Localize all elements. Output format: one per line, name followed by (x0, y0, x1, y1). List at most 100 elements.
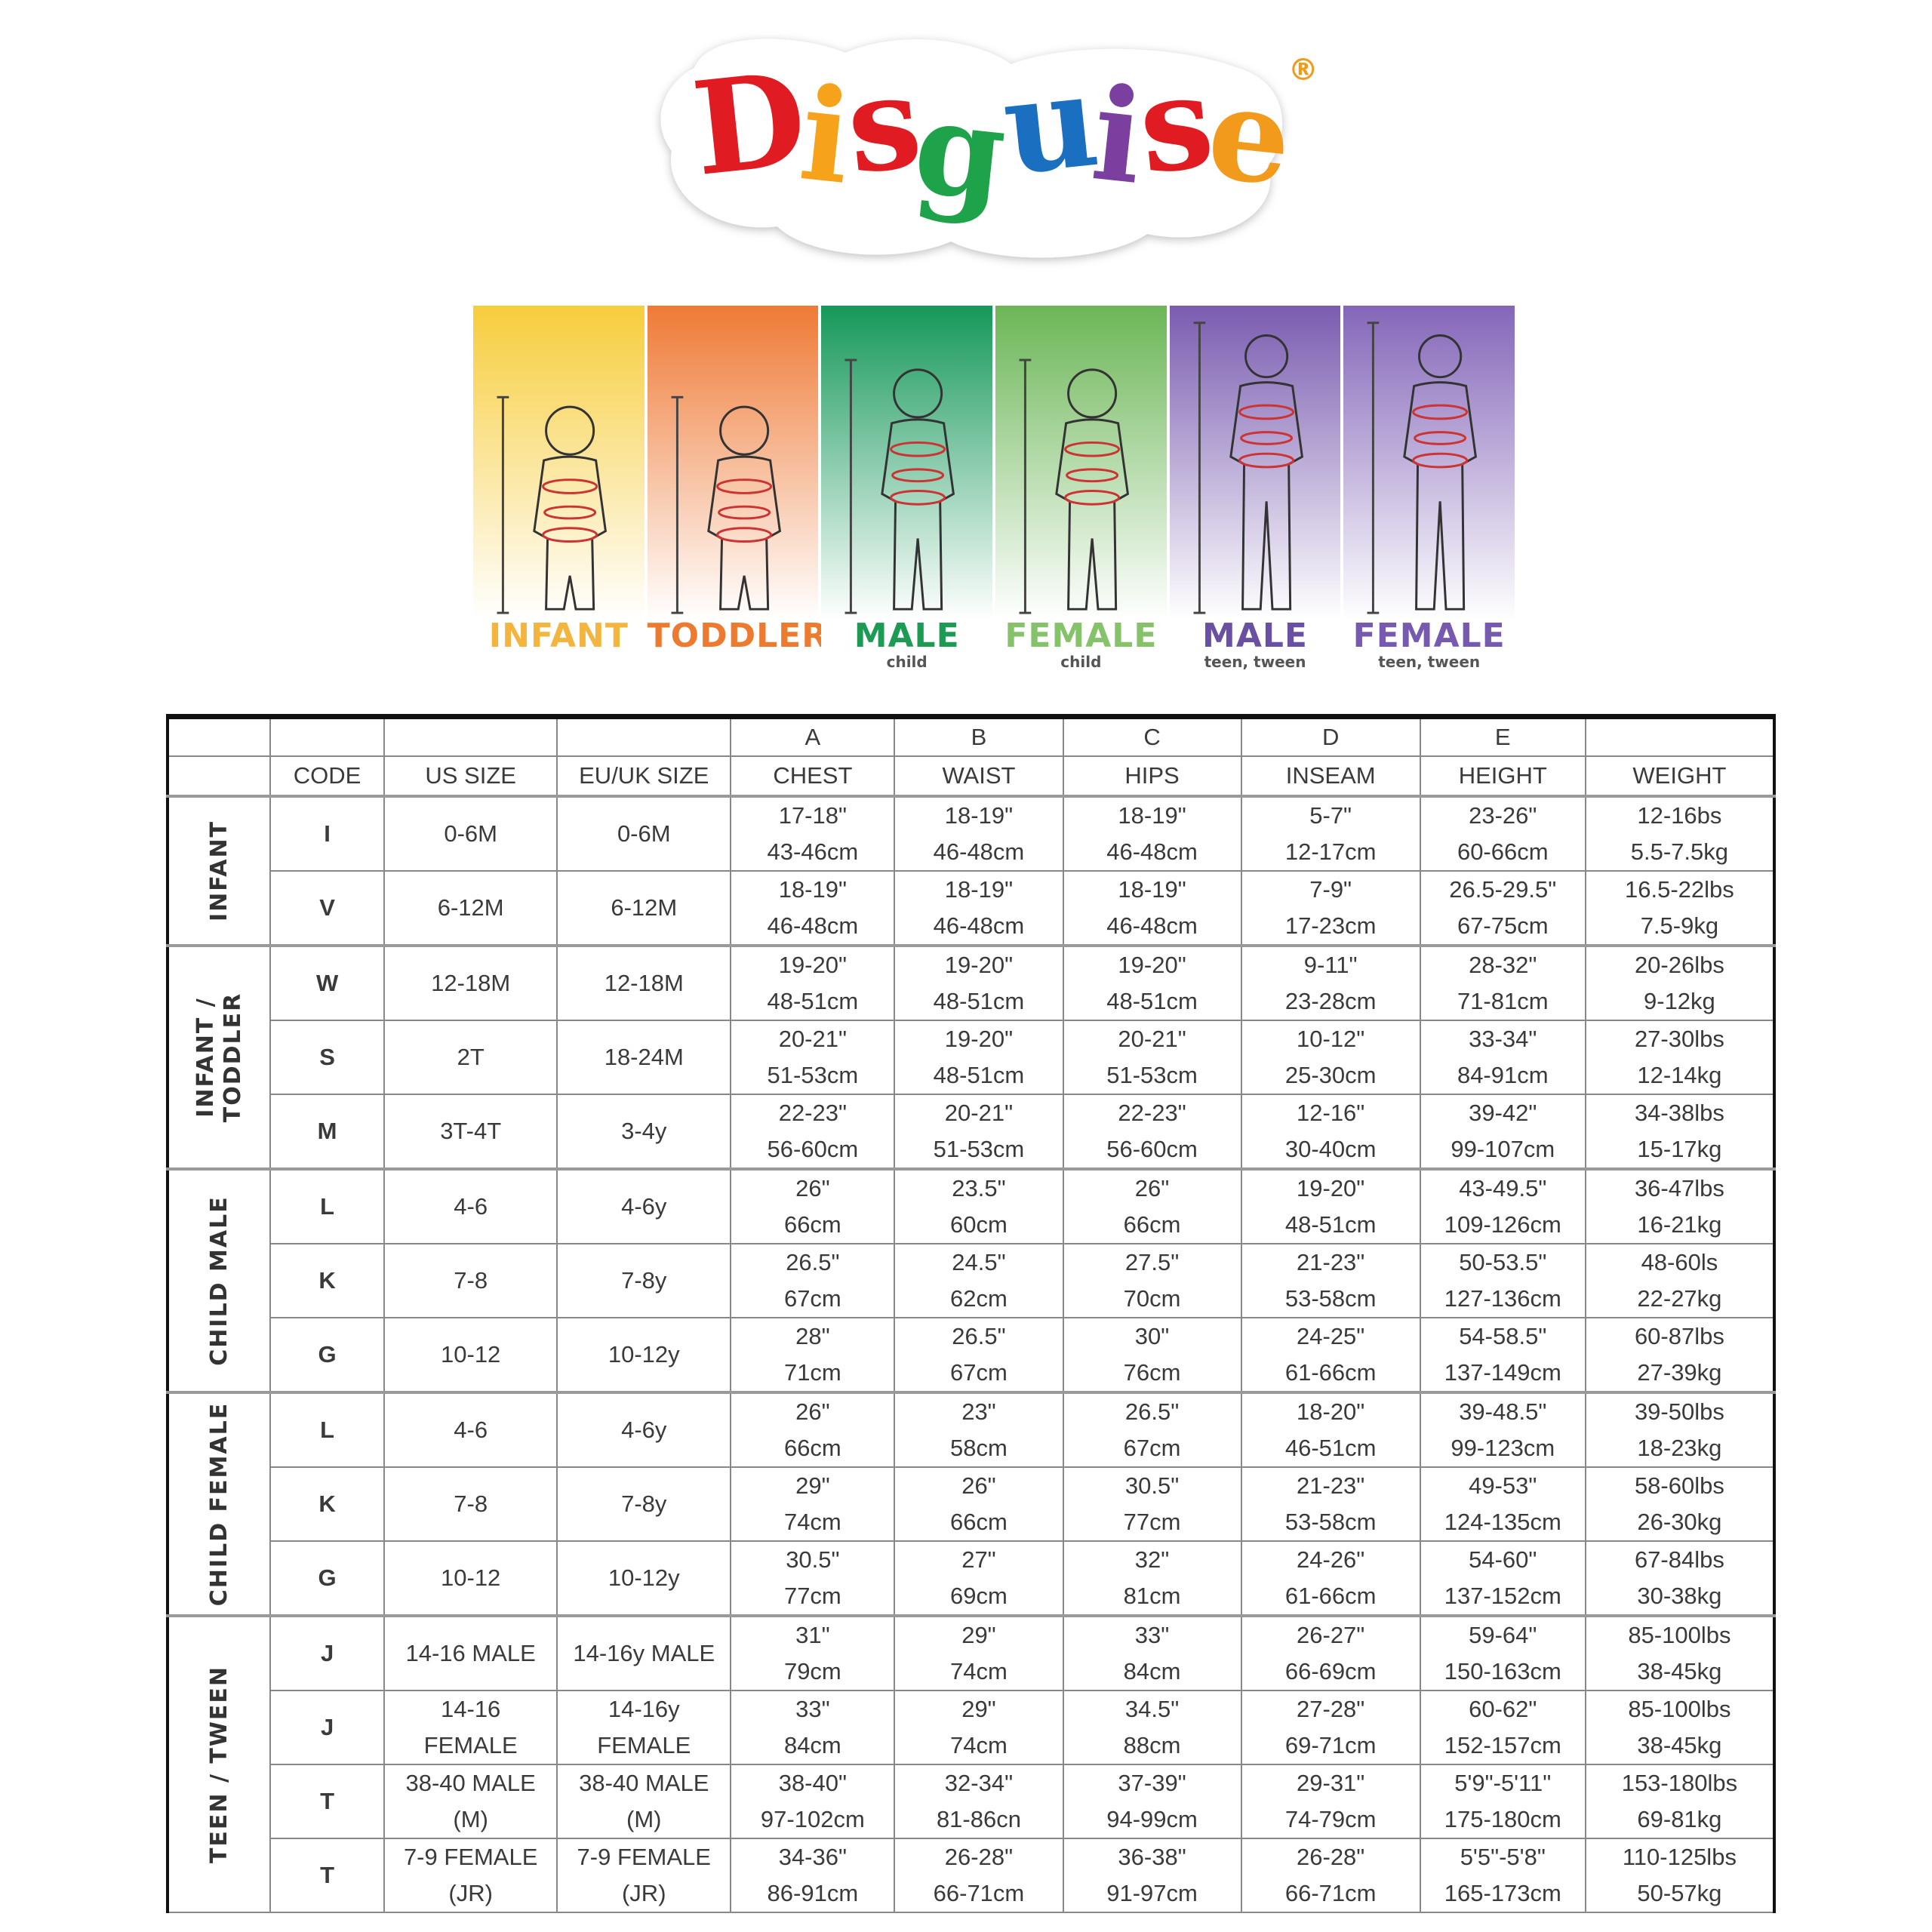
chest-cell: 18-19" 46-48cm (730, 870, 896, 946)
code-cell: J (269, 1690, 386, 1765)
weight-metric: 30-38kg (1637, 1583, 1722, 1609)
waist-imperial: 32-34" (944, 1770, 1014, 1796)
eu-uk-size-cell: 4-6y (556, 1391, 732, 1468)
inseam-imperial: 27-28" (1297, 1696, 1365, 1722)
height-imperial: 54-58.5" (1459, 1323, 1547, 1349)
weight-imperial: 85-100lbs (1628, 1696, 1731, 1722)
weight-imperial: 60-87lbs (1634, 1323, 1724, 1349)
cell-line: 38-40 MALE (405, 1770, 536, 1796)
body-figure-icon (844, 358, 955, 614)
cell-line: 14-16 (441, 1696, 501, 1722)
cell-line: FEMALE (423, 1732, 518, 1758)
hips-cell: 18-19" 46-48cm (1062, 870, 1242, 946)
inseam-cell: 27-28" 69-71cm (1240, 1690, 1421, 1765)
body-figure-icon (1019, 358, 1130, 614)
height-cell: 23-26" 60-66cm (1419, 795, 1586, 872)
table-row: G 10-12 10-12y 30.5" 77cm 27" 69cm 32" 81cm 24-26… (168, 1540, 1776, 1617)
figure-male-4: MALE teen, tween (1169, 306, 1341, 675)
inseam-metric: 66-71cm (1284, 1880, 1377, 1906)
weight-imperial: 48-60ls (1641, 1249, 1718, 1275)
figure-label: FEMALE (1004, 617, 1158, 655)
waist-imperial: 18-19" (944, 876, 1014, 903)
height-metric: 127-136cm (1444, 1285, 1561, 1312)
figure-sublabel: teen, tween (1204, 653, 1306, 671)
code-cell: K (269, 1466, 386, 1542)
chest-cell: 33" 84cm (730, 1690, 896, 1765)
us-size-cell: 14-16 FEMALE (383, 1690, 558, 1765)
eu-uk-size-cell: 0-6M (556, 795, 732, 872)
chest-metric: 71cm (783, 1359, 841, 1386)
waist-metric: 46-48cm (933, 838, 1025, 865)
height-imperial: 5'9"-5'11" (1454, 1770, 1552, 1796)
height-imperial: 33-34" (1469, 1026, 1537, 1052)
height-cell: 43-49.5" 109-126cm (1419, 1168, 1586, 1244)
waist-imperial: 26" (961, 1472, 996, 1499)
eu-uk-size-cell: 7-8y (556, 1466, 732, 1542)
chest-imperial: 26.5" (786, 1249, 840, 1275)
body-figure-icon (671, 395, 781, 614)
cell-line: 14-16y (608, 1696, 680, 1722)
group-label-cell: CHILD FEMALE (166, 1391, 272, 1617)
cell-line: (JR) (448, 1880, 493, 1906)
code-cell: G (269, 1540, 386, 1617)
hips-imperial: 18-19" (1118, 876, 1186, 903)
waist-cell: 18-19" 46-48cm (894, 795, 1064, 872)
waist-cell: 23.5" 60cm (894, 1168, 1064, 1244)
body-figure-icon (1193, 321, 1303, 614)
weight-metric: 12-14kg (1637, 1062, 1722, 1088)
us-size-cell: 12-18M (383, 944, 558, 1021)
hips-cell: 34.5" 88cm (1062, 1690, 1242, 1765)
chest-cell: 19-20" 48-51cm (730, 944, 896, 1021)
weight-imperial: 27-30lbs (1634, 1026, 1724, 1052)
height-imperial: 5'5"-5'8" (1460, 1844, 1546, 1870)
inseam-imperial: 10-12" (1297, 1026, 1365, 1052)
weight-cell: 39-50lbs 18-23kg (1584, 1391, 1776, 1468)
code-cell: G (269, 1317, 386, 1393)
column-header: CODE (269, 756, 386, 798)
hips-cell: 20-21" 51-53cm (1062, 1020, 1242, 1095)
waist-metric: 74cm (950, 1658, 1008, 1684)
height-imperial: 23-26" (1469, 802, 1537, 829)
chest-cell: 20-21" 51-53cm (730, 1020, 896, 1095)
column-letter: C (1062, 715, 1242, 757)
inseam-metric: 53-58cm (1284, 1509, 1377, 1535)
figure-female-5: FEMALE teen, tween (1343, 306, 1515, 675)
weight-cell: 16.5-22lbs 7.5-9kg (1584, 870, 1776, 946)
column-letter: E (1419, 715, 1586, 757)
waist-cell: 26.5" 67cm (894, 1317, 1064, 1393)
hips-metric: 67cm (1123, 1435, 1181, 1461)
inseam-cell: 10-12" 25-30cm (1240, 1020, 1421, 1095)
eu-uk-size-cell: 12-18M (556, 944, 732, 1021)
waist-imperial: 29" (961, 1622, 996, 1648)
inseam-imperial: 7-9" (1309, 876, 1352, 903)
group-label: INFANT / TODDLER (192, 992, 246, 1123)
hips-metric: 51-53cm (1106, 1062, 1198, 1088)
chest-metric: 66cm (783, 1211, 841, 1238)
chest-cell: 17-18" 43-46cm (730, 795, 896, 872)
hips-metric: 48-51cm (1106, 988, 1198, 1014)
inseam-imperial: 18-20" (1297, 1398, 1365, 1425)
column-header: HIPS (1062, 755, 1242, 798)
column-header: WEIGHT (1584, 755, 1776, 798)
figure-sublabel: child (1060, 653, 1102, 671)
height-metric: 150-163cm (1444, 1658, 1561, 1684)
height-cell: 39-42" 99-107cm (1419, 1094, 1586, 1170)
weight-metric: 15-17kg (1637, 1136, 1722, 1162)
hips-imperial: 34.5" (1124, 1696, 1180, 1722)
code-cell: T (269, 1764, 386, 1839)
code-cell: K (269, 1243, 386, 1318)
cell-line: 7-9 FEMALE (403, 1844, 538, 1870)
chest-imperial: 20-21" (778, 1026, 847, 1052)
eu-uk-size-cell: 38-40 MALE (M) (556, 1764, 732, 1839)
hips-imperial: 26.5" (1124, 1398, 1180, 1425)
waist-metric: 48-51cm (933, 1062, 1025, 1088)
weight-imperial: 20-26lbs (1634, 952, 1724, 978)
chest-cell: 26" 66cm (730, 1391, 896, 1468)
weight-cell: 85-100lbs 38-45kg (1584, 1614, 1776, 1691)
chest-imperial: 28" (795, 1323, 830, 1349)
hips-imperial: 19-20" (1118, 952, 1186, 978)
hips-cell: 36-38" 91-97cm (1062, 1838, 1242, 1913)
eu-uk-size-cell: 3-4y (556, 1094, 732, 1170)
weight-cell: 60-87lbs 27-39kg (1584, 1317, 1776, 1393)
waist-cell: 26" 66cm (894, 1466, 1064, 1542)
